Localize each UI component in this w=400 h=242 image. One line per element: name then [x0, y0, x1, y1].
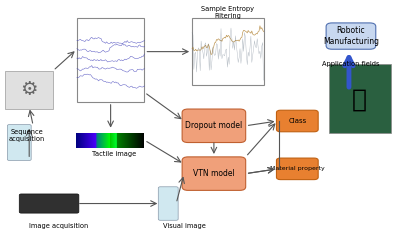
Text: Sequence
acquisition: Sequence acquisition	[9, 129, 45, 142]
FancyBboxPatch shape	[192, 18, 264, 85]
FancyBboxPatch shape	[276, 158, 318, 180]
Text: Image acquisition: Image acquisition	[29, 223, 89, 229]
Text: ⚙: ⚙	[20, 80, 38, 99]
Text: Robotic
Manufacturing: Robotic Manufacturing	[323, 26, 379, 46]
Text: 🏥: 🏥	[351, 87, 366, 112]
Text: Class: Class	[288, 118, 306, 124]
Text: Application fields: Application fields	[322, 60, 380, 67]
FancyBboxPatch shape	[329, 64, 391, 133]
Text: Visual image: Visual image	[163, 223, 206, 229]
FancyBboxPatch shape	[182, 109, 246, 143]
FancyBboxPatch shape	[7, 125, 31, 160]
FancyBboxPatch shape	[182, 157, 246, 190]
Text: VTN model: VTN model	[193, 169, 235, 178]
Text: Material property: Material property	[270, 166, 325, 171]
FancyBboxPatch shape	[5, 71, 53, 109]
FancyBboxPatch shape	[326, 23, 376, 49]
FancyBboxPatch shape	[276, 110, 318, 132]
FancyBboxPatch shape	[77, 18, 144, 102]
Text: Dropout model: Dropout model	[185, 121, 242, 130]
FancyBboxPatch shape	[158, 187, 178, 220]
Text: Sample Entropy
Filtering: Sample Entropy Filtering	[201, 6, 254, 19]
FancyBboxPatch shape	[19, 194, 79, 213]
Text: Tactile image: Tactile image	[92, 151, 137, 158]
